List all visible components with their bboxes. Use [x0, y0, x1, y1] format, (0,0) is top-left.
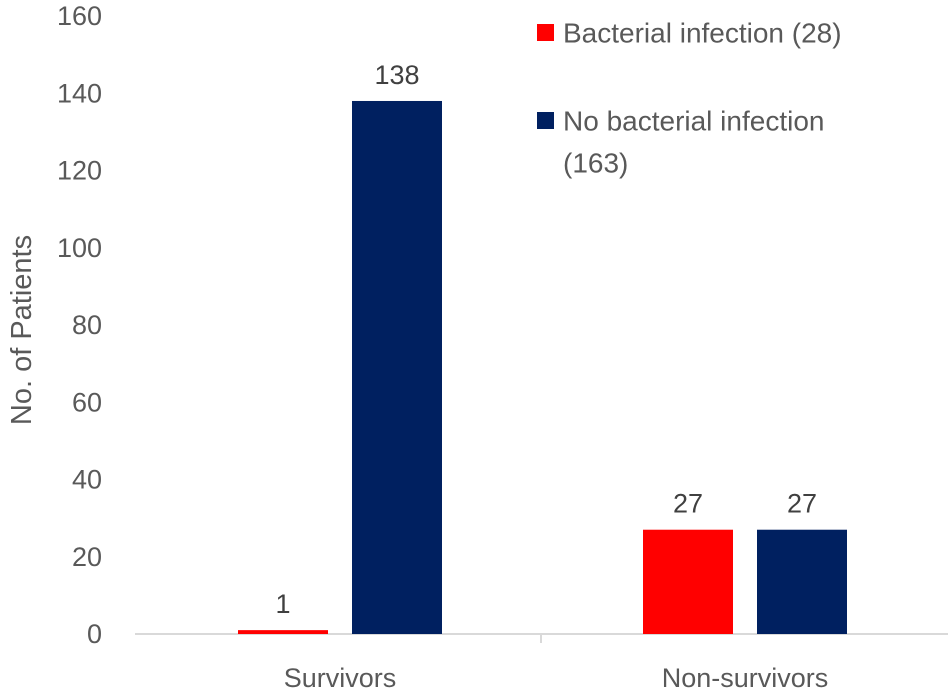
category-label: Non-survivors: [662, 663, 829, 692]
legend-label: (163): [563, 148, 628, 179]
y-tick-label: 120: [57, 156, 102, 186]
data-labels: 1 27 138 27: [275, 60, 817, 619]
legend-label: Bacterial infection (28): [563, 18, 842, 49]
bars: [238, 100, 847, 635]
category-labels: Survivors Non-survivors: [284, 663, 829, 692]
legend-swatch: [537, 24, 554, 41]
y-tick-label: 20: [72, 542, 102, 572]
legend-swatch: [537, 112, 554, 129]
bar: [643, 529, 733, 634]
bar: [238, 630, 328, 634]
y-tick-label: 140: [57, 78, 102, 108]
legend-label: No bacterial infection: [563, 106, 824, 137]
data-label: 138: [374, 60, 419, 90]
y-tick-label: 0: [87, 619, 102, 649]
bar: [352, 100, 442, 635]
legend: Bacterial infection (28) No bacterial inf…: [537, 18, 842, 179]
data-label: 1: [275, 589, 290, 619]
data-label: 27: [673, 489, 703, 519]
y-tick-label: 40: [72, 465, 102, 495]
y-axis-label: No. of Patients: [6, 235, 38, 425]
y-axis-ticks: 0 20 40 60 80 100 120 140 160: [57, 1, 102, 649]
y-tick-label: 80: [72, 310, 102, 340]
y-tick-label: 160: [57, 1, 102, 31]
category-label: Survivors: [284, 663, 397, 692]
y-tick-label: 60: [72, 387, 102, 417]
data-label: 27: [787, 489, 817, 519]
bar: [757, 529, 847, 634]
y-tick-label: 100: [57, 233, 102, 263]
